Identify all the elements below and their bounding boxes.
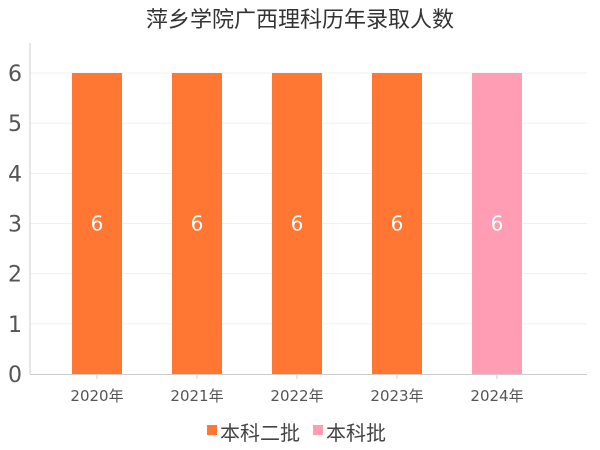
bar-data-label: 6 — [391, 212, 404, 236]
y-tick-label: 2 — [8, 263, 22, 288]
legend-swatch — [207, 425, 217, 435]
legend-label: 本科二批 — [220, 421, 300, 445]
legend-swatch — [313, 425, 323, 435]
x-tick-label: 2023年 — [370, 387, 423, 405]
y-tick-label: 5 — [8, 112, 22, 137]
bar — [172, 73, 222, 374]
legend-label: 本科批 — [326, 421, 386, 445]
bar — [272, 73, 322, 374]
y-axis: 0 1 2 3 4 5 6 — [8, 43, 31, 388]
bar-data-label: 6 — [291, 212, 304, 236]
bar-data-label: 6 — [91, 212, 104, 236]
chart-title: 萍乡学院广西理科历年录取人数 — [146, 8, 454, 33]
x-tick-label: 2024年 — [470, 387, 523, 405]
bar — [472, 73, 522, 374]
x-tick-label: 2021年 — [170, 387, 223, 405]
y-tick-label: 3 — [8, 213, 22, 238]
bar-data-label: 6 — [191, 212, 204, 236]
legend: 本科二批 本科批 — [207, 421, 386, 445]
y-tick-label: 6 — [8, 62, 22, 87]
bar-data-label: 6 — [491, 212, 504, 236]
y-tick-label: 1 — [8, 313, 22, 338]
x-tick-label: 2020年 — [70, 387, 123, 405]
bars: 6 6 6 6 6 — [72, 73, 522, 374]
y-tick-label: 4 — [8, 162, 22, 187]
x-axis: 2020年 2021年 2022年 2023年 2024年 — [30, 374, 587, 405]
bar — [372, 73, 422, 374]
bar — [72, 73, 122, 374]
x-tick-label: 2022年 — [270, 387, 323, 405]
y-tick-label: 0 — [8, 363, 22, 388]
